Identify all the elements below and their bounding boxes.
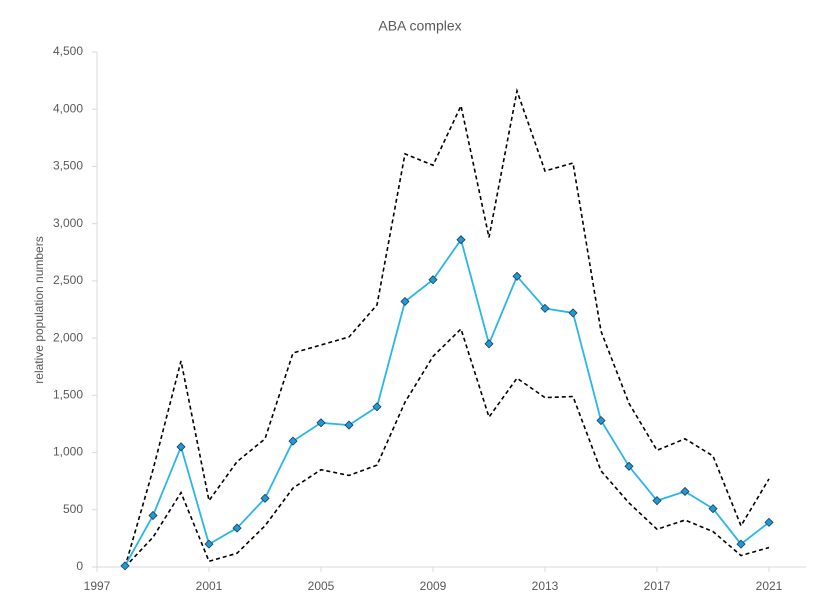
- data-point: [120, 561, 130, 571]
- data-point: [736, 539, 746, 549]
- data-point: [176, 442, 186, 452]
- data-point: [568, 308, 578, 318]
- data-point: [596, 415, 606, 426]
- data-point: [512, 271, 522, 281]
- data-point: [372, 402, 382, 412]
- data-point: [624, 461, 634, 471]
- data-point: [680, 486, 690, 497]
- data-point: [316, 418, 326, 428]
- series-line: [124, 327, 770, 568]
- data-point: [400, 296, 410, 307]
- y-tick-label: 4,500: [53, 44, 83, 58]
- data-point: [288, 436, 298, 446]
- y-axis-label: relative population numbers: [32, 236, 46, 383]
- x-tick-label: 2005: [308, 579, 335, 593]
- y-tick-label: 3,000: [53, 216, 83, 230]
- data-point: [708, 504, 718, 514]
- x-tick-label: 2009: [420, 579, 447, 593]
- data-point: [428, 275, 438, 285]
- x-tick-label: 2017: [644, 579, 671, 593]
- data-point: [456, 235, 466, 245]
- y-tick-label: 500: [63, 502, 83, 516]
- data-point: [204, 539, 214, 549]
- x-tick-label: 1997: [84, 579, 111, 593]
- data-point: [260, 493, 270, 503]
- chart-title: ABA complex: [378, 18, 461, 34]
- x-tick-label: 2021: [756, 579, 783, 593]
- data-point: [232, 523, 242, 533]
- data-point: [148, 510, 158, 521]
- y-tick-label: 1,000: [53, 445, 83, 459]
- y-tick-label: 2,000: [53, 330, 83, 344]
- data-point: [344, 420, 354, 430]
- y-tick-label: 3,500: [53, 159, 83, 173]
- x-tick-label: 2001: [196, 579, 223, 593]
- series-line: [124, 237, 770, 567]
- data-point: [484, 339, 494, 349]
- data-point: [540, 303, 550, 313]
- y-tick-label: 4,000: [53, 101, 83, 115]
- x-tick-label: 2013: [532, 579, 559, 593]
- data-point: [652, 496, 662, 506]
- series-line: [124, 87, 770, 568]
- y-tick-label: 2,500: [53, 273, 83, 287]
- y-tick-label: 0: [76, 559, 83, 573]
- data-point: [764, 517, 774, 527]
- y-tick-label: 1,500: [53, 388, 83, 402]
